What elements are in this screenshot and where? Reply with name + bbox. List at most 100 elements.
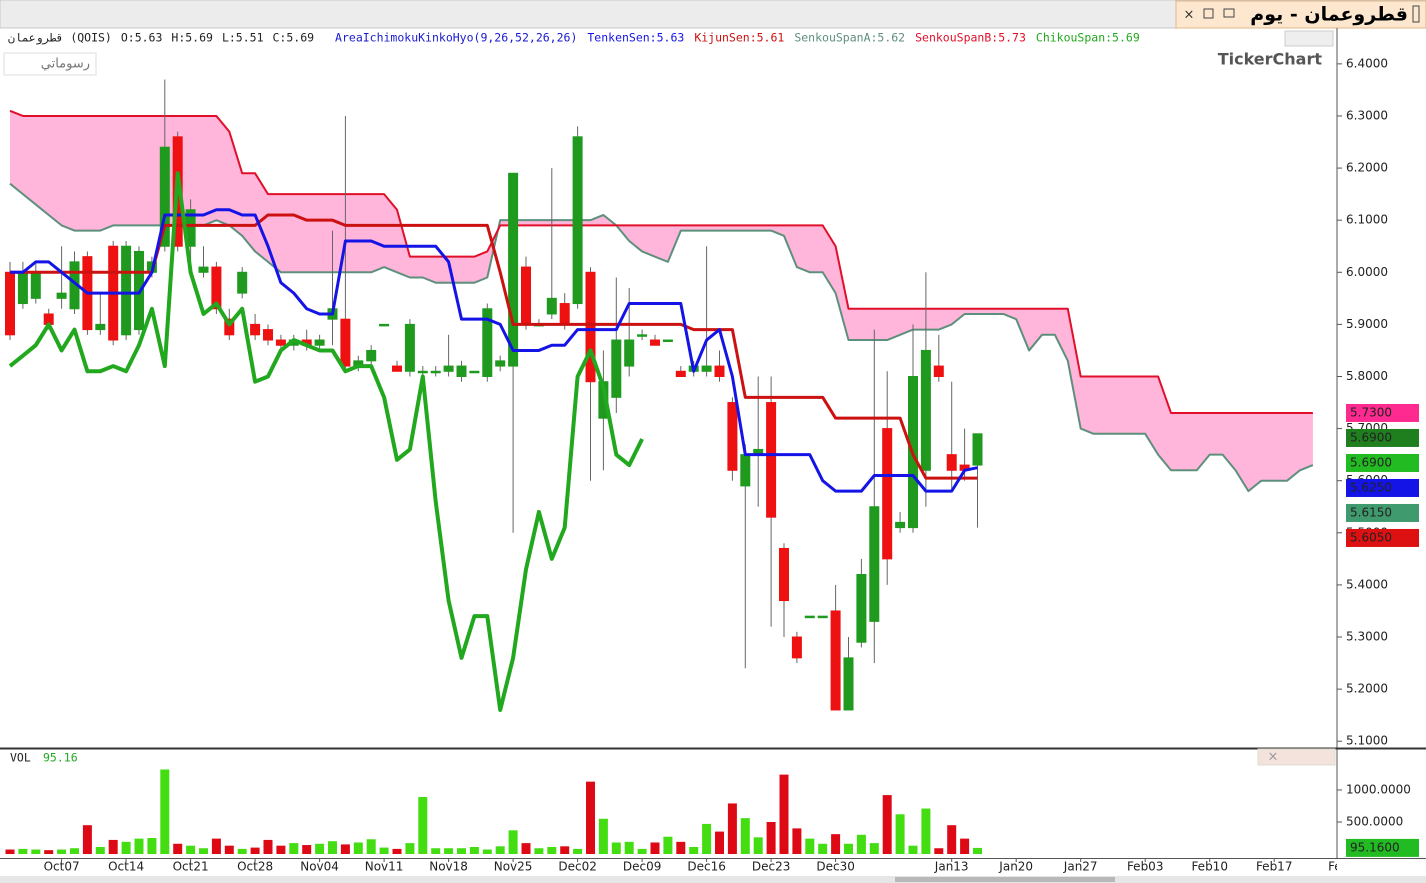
value-tag (1346, 428, 1419, 447)
scroll-thumb[interactable] (895, 877, 1115, 882)
candle-body (920, 349, 931, 471)
volume-bar (18, 848, 28, 854)
scrollbar[interactable] (0, 876, 1426, 883)
legend-text: O:5.63 (121, 31, 163, 45)
volume-bar (405, 843, 415, 854)
volume-bar (328, 841, 337, 854)
volume-bar (315, 843, 325, 854)
x-tick-label: Oct07 (44, 860, 80, 874)
volume-bar (560, 846, 570, 854)
volume-bar (340, 844, 350, 854)
volume-bar (418, 797, 428, 854)
volume-bar (431, 848, 441, 854)
logo: TickerChart (1218, 50, 1323, 69)
drawings-button-frame[interactable] (3, 52, 97, 76)
candle-body (546, 297, 557, 315)
x-tick-label: Nov11 (365, 860, 404, 874)
volume-title: VOL (10, 751, 31, 765)
volume-bar (663, 836, 673, 854)
x-tick-label: Dec16 (687, 860, 726, 874)
x-tick-label: Feb10 (1191, 860, 1228, 874)
value-tag (1346, 403, 1419, 422)
value-tag-label: 5.6150 (1350, 505, 1392, 519)
volume-bar (715, 831, 724, 854)
candle-body (791, 636, 802, 659)
candle-body (766, 402, 777, 518)
candle-body (237, 271, 248, 294)
value-tag-label: 5.6050 (1350, 530, 1392, 544)
volume-bar (895, 814, 905, 854)
panel-close[interactable]: × (1268, 750, 1279, 765)
candle-body (727, 402, 738, 471)
x-tick-label: Dec09 (623, 860, 662, 874)
restore-button[interactable] (1203, 8, 1214, 19)
window-title: قطروعمان - يوم (1250, 4, 1408, 26)
y-tick-label: 6.3000 (1346, 108, 1388, 122)
candle-body (585, 271, 596, 383)
volume-bar (753, 837, 763, 854)
volume-bar (173, 843, 183, 854)
value-tag (1346, 528, 1419, 547)
volume-bar (70, 848, 79, 854)
candle-body (946, 454, 957, 471)
volume-bar (586, 781, 595, 854)
candle-body (456, 365, 467, 377)
candle-body (882, 428, 893, 560)
volume-current: 95.16 (43, 751, 78, 765)
volume-bar (921, 808, 931, 854)
candle-body (121, 245, 132, 336)
candle-body (5, 271, 15, 336)
candle-body (340, 318, 351, 367)
x-tick-label: Oct14 (108, 860, 144, 874)
candle-body (392, 365, 402, 372)
senkou-span-b (9, 109, 1313, 414)
candle-body (817, 615, 828, 619)
y-tick-label: 6.0000 (1346, 265, 1388, 279)
volume-bar (611, 842, 621, 854)
tenkan-sen (10, 208, 978, 493)
candle-body (56, 292, 67, 299)
volume-bar (676, 841, 686, 854)
x-tick-label: Oct28 (237, 860, 273, 874)
legend-text: L:5.51 (222, 31, 264, 45)
volume-bar (973, 847, 982, 854)
panel-controls[interactable] (1257, 748, 1336, 766)
x-tick-label: Dec02 (558, 860, 597, 874)
candle-body (779, 547, 789, 602)
value-tag (1346, 453, 1419, 472)
volume-bar (844, 843, 853, 854)
volume-bar (199, 848, 208, 854)
volume-bar (379, 847, 389, 854)
candle-body (314, 339, 325, 346)
candle-body (675, 370, 686, 377)
volume-bar (934, 848, 944, 854)
volume-bar (689, 846, 699, 854)
x-tick-label: Feb03 (1127, 860, 1164, 874)
volume-bar (792, 828, 802, 854)
volume-bar (908, 845, 918, 854)
x-tick-label: Oct21 (173, 860, 209, 874)
candle-body (869, 506, 880, 622)
y-tick-label: 5.1000 (1346, 734, 1388, 748)
candle-body (521, 266, 531, 325)
value-tag-label: 5.7300 (1350, 405, 1392, 419)
legend-text: C:5.69 (273, 31, 315, 45)
candle-body (662, 339, 673, 343)
volume-bar (508, 830, 518, 854)
x-tick-label: Nov04 (300, 860, 339, 874)
volume-bar (82, 825, 92, 854)
volume-bar (727, 803, 737, 854)
detach-button[interactable] (1223, 8, 1235, 18)
close-button[interactable]: × (1184, 8, 1195, 23)
volume-bar (44, 850, 54, 854)
volume-bar (469, 846, 479, 854)
panel-controls[interactable] (1284, 30, 1334, 47)
volume-bar (366, 839, 376, 854)
drawings-button[interactable]: رسوماتي (41, 57, 90, 72)
volume-bar (766, 821, 776, 854)
volume-bar (444, 848, 454, 854)
volume-bar (302, 845, 312, 854)
legend-text: KijunSen:5.61 (694, 31, 784, 45)
volume-bar (598, 818, 608, 854)
